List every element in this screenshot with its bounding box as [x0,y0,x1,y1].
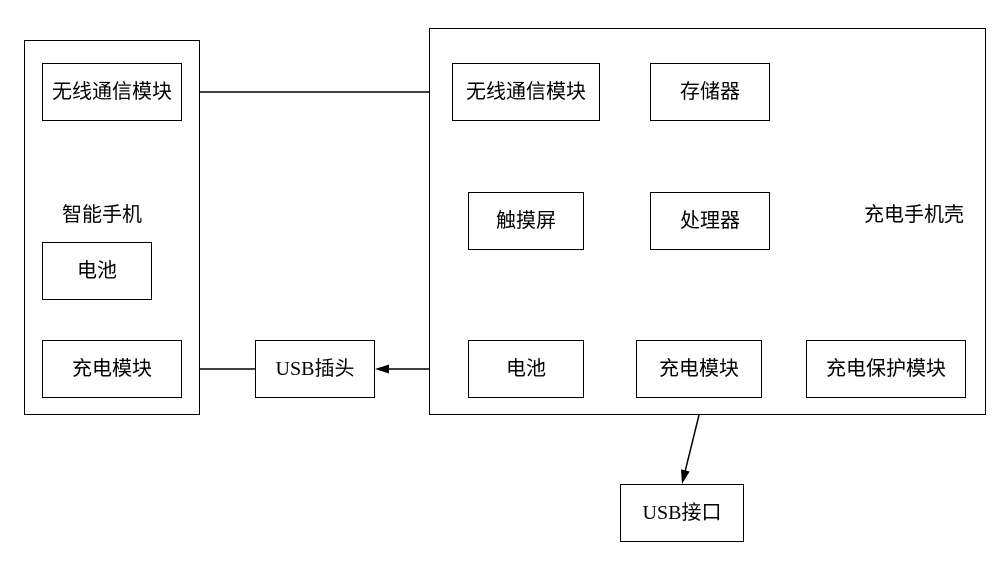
container-label-phone: 智能手机 [62,198,142,227]
diagram-canvas: 智能手机充电手机壳无线通信模块电池充电模块USB插头无线通信模块存储器触摸屏处理… [0,0,1000,571]
node-case_protect: 充电保护模块 [806,340,966,398]
node-case_touch: 触摸屏 [468,192,584,250]
container-label-case: 充电手机壳 [864,198,964,227]
node-case_proc: 处理器 [650,192,770,250]
node-case_storage: 存储器 [650,63,770,121]
node-phone_battery: 电池 [42,242,152,300]
node-phone_charge: 充电模块 [42,340,182,398]
node-case_wireless: 无线通信模块 [452,63,600,121]
node-case_battery: 电池 [468,340,584,398]
node-usb_plug: USB插头 [255,340,375,398]
node-phone_wireless: 无线通信模块 [42,63,182,121]
node-case_charge: 充电模块 [636,340,762,398]
node-usb_port: USB接口 [620,484,744,542]
